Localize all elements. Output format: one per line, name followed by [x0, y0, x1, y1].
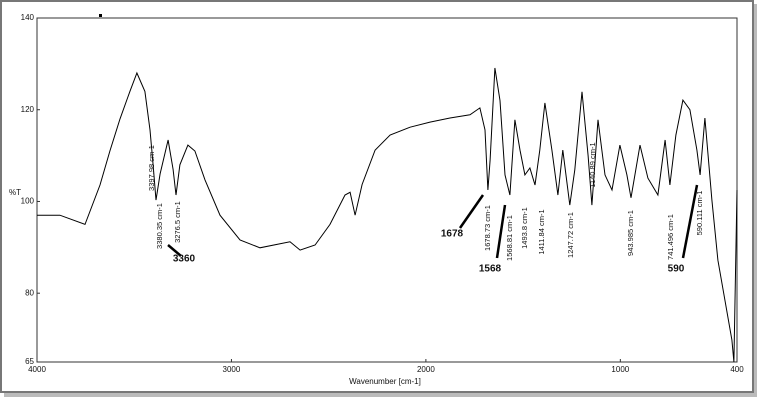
peak-callout: 1678	[441, 229, 464, 240]
peak-label: 3276.5 cm-1	[173, 201, 182, 243]
peak-label: 1678.73 cm-1	[483, 205, 492, 251]
peak-label: 943.985 cm-1	[626, 210, 635, 256]
x-tick-label: 400	[730, 365, 744, 374]
peak-label: 1247.72 cm-1	[566, 212, 575, 258]
y-tick-label: 65	[25, 357, 34, 366]
peak-label: 1568.81 cm-1	[505, 215, 514, 261]
peak-callout: 3360	[173, 254, 196, 265]
y-tick-label: 140	[21, 13, 35, 22]
spectrum-line	[37, 67, 738, 363]
y-axis-label: %T	[9, 188, 21, 197]
peak-label: 3380.35 cm-1	[155, 203, 164, 249]
x-tick-label: 2000	[417, 365, 435, 374]
frame	[0, 0, 754, 393]
y-tick-label: 100	[21, 197, 35, 206]
peak-label: 3397.98 cm-1	[147, 145, 156, 191]
y-tick-label: 80	[25, 288, 34, 297]
x-tick-label: 4000	[28, 365, 46, 374]
marker-dot	[99, 14, 102, 17]
x-tick-label: 3000	[223, 365, 241, 374]
callout-line	[495, 204, 507, 259]
callout-line	[681, 184, 699, 259]
y-tick-label: 120	[21, 105, 35, 114]
peak-label: 1411.84 cm-1	[537, 209, 546, 254]
peak-label: 1140.89 cm-1	[588, 142, 597, 187]
peak-label: 1493.8 cm-1	[520, 207, 529, 249]
x-tick-label: 1000	[611, 365, 629, 374]
callout-line	[167, 244, 182, 257]
peak-label: 741.496 cm-1	[666, 214, 675, 260]
peak-label: 590.111 cm-1	[695, 191, 704, 236]
callout-line	[458, 194, 485, 229]
peak-callout: 590	[668, 264, 685, 275]
x-axis-label: Wavenumber [cm-1]	[349, 377, 421, 386]
peak-callout: 1568	[479, 264, 502, 275]
